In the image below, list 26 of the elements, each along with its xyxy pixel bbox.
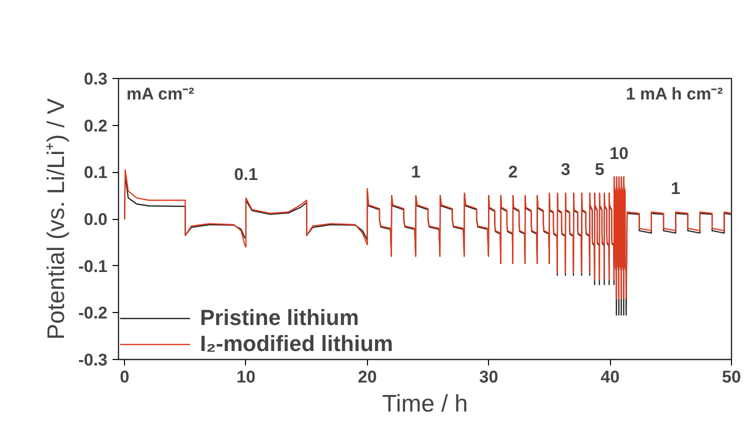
annotation: 1 [670, 178, 680, 198]
y-tick-label: -0.2 [78, 304, 108, 323]
x-tick-label: 20 [358, 368, 377, 386]
y-tick-label: 0.2 [84, 116, 108, 136]
annotation: 2 [508, 162, 518, 182]
y-axis-title: Potential (vs. Li/Li⁺) / V [43, 98, 70, 340]
x-tick-label: 50 [722, 368, 741, 386]
annotation: 5 [594, 160, 604, 180]
legend-label: Pristine lithium [200, 305, 359, 331]
x-tick-label: 0 [120, 368, 130, 386]
annotation: 1 mA h cm⁻² [626, 84, 724, 104]
x-tick-label: 30 [479, 368, 498, 386]
annotation: 10 [610, 144, 628, 163]
annotation: 1 [411, 162, 421, 182]
x-tick-label: 40 [600, 368, 620, 386]
y-tick-label: -0.1 [78, 256, 108, 276]
y-tick-label: 0.0 [84, 210, 108, 229]
y-tick-label: 0.3 [84, 70, 108, 88]
y-tick-label: -0.3 [78, 350, 108, 370]
x-tick-label: 10 [236, 368, 256, 386]
annotation: 0.1 [234, 164, 258, 184]
annotation: mA cm⁻² [126, 84, 195, 104]
legend-label: I₂-modified lithium [200, 331, 394, 357]
annotation: 3 [560, 160, 570, 180]
x-axis-title: Time / h [382, 390, 468, 418]
y-tick-label: 0.1 [84, 163, 108, 182]
